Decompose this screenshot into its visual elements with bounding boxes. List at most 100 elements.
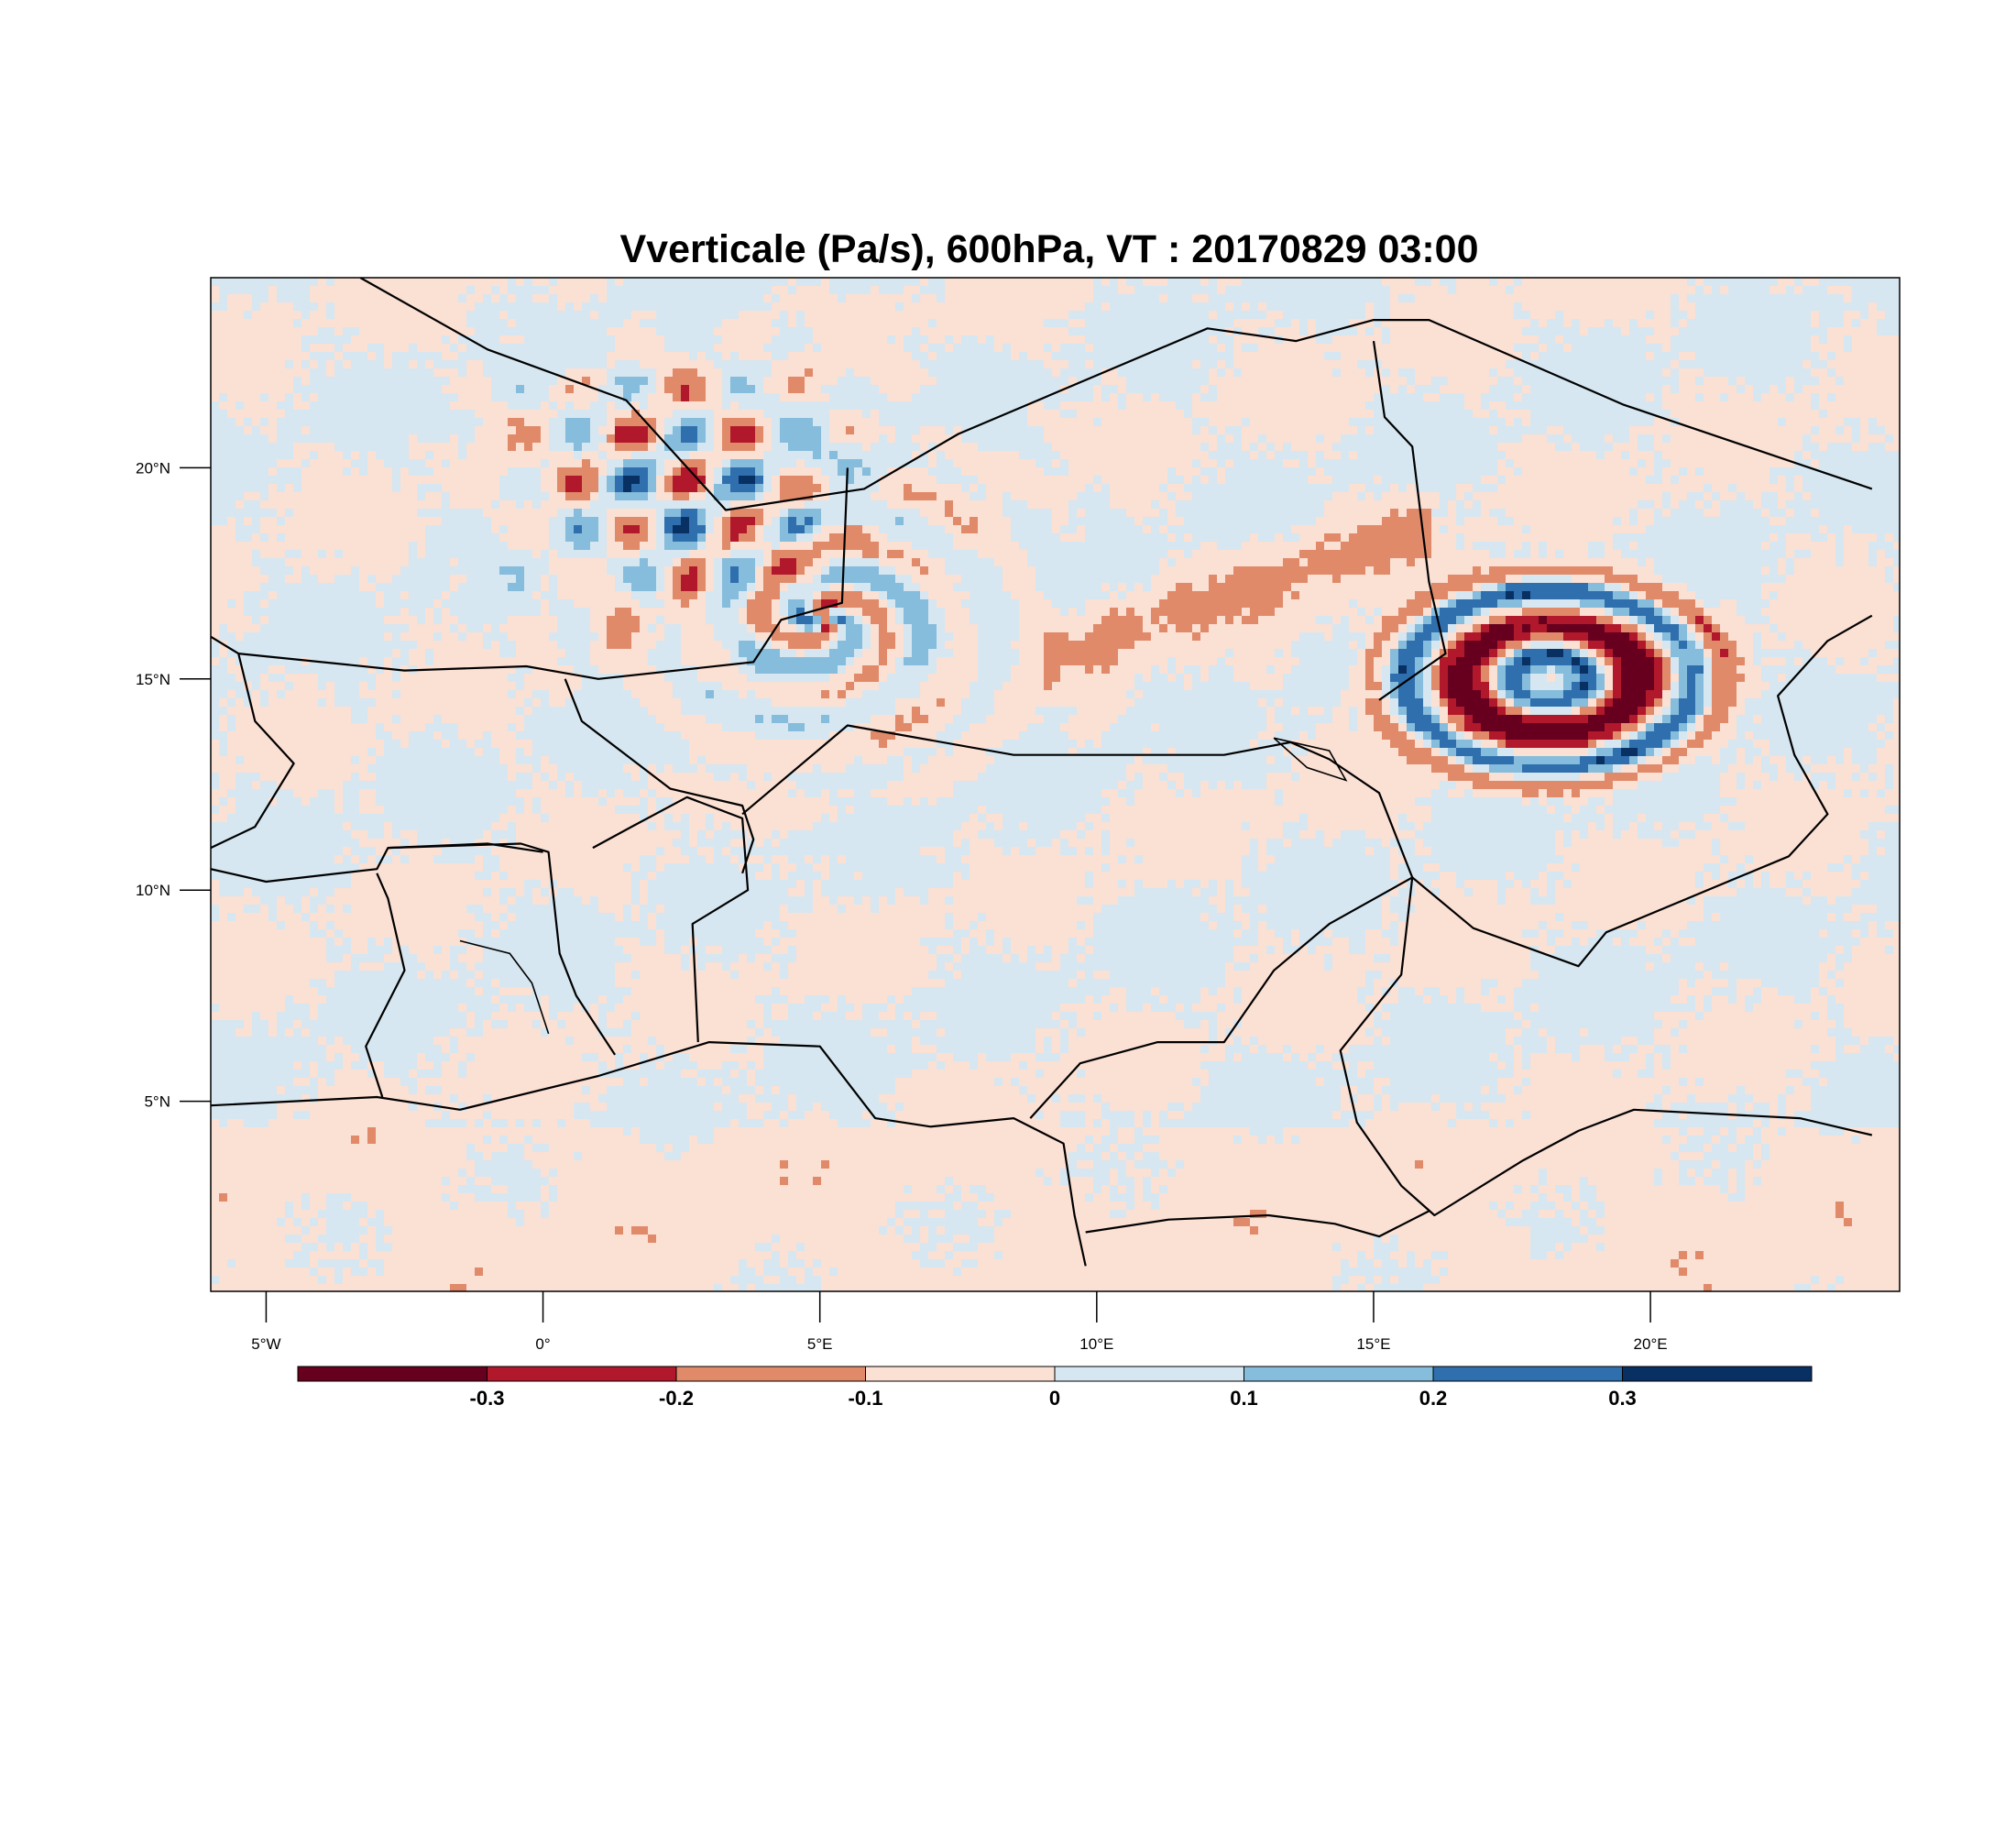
field-cell <box>1547 327 1556 336</box>
field-cell <box>780 302 789 312</box>
field-cell <box>1060 302 1069 312</box>
field-cell <box>532 410 542 419</box>
field-cell <box>574 451 583 460</box>
field-cell <box>1745 393 1754 402</box>
field-cell <box>1068 393 1078 402</box>
field-cell <box>970 401 979 411</box>
field-cell <box>1893 467 1902 477</box>
field-cell <box>392 410 401 419</box>
field-cell <box>1283 311 1292 320</box>
field-cell <box>409 418 418 427</box>
field-cell <box>895 319 904 328</box>
field-cell <box>1027 335 1036 345</box>
field-cell <box>1687 451 1696 460</box>
field-cell <box>1695 401 1704 411</box>
field-cell <box>1621 311 1630 320</box>
field-cell <box>994 368 1003 378</box>
field-cell <box>854 335 863 345</box>
field-cell <box>1621 377 1630 386</box>
field-cell <box>1233 459 1243 468</box>
field-cell <box>252 360 261 369</box>
field-cell <box>1052 401 1061 411</box>
field-cell <box>343 476 352 485</box>
field-cell <box>1085 327 1094 336</box>
field-cell <box>796 410 805 419</box>
field-cell <box>1308 426 1317 435</box>
field-cell <box>524 294 533 303</box>
field-cell <box>1242 302 1251 312</box>
field-cell <box>1407 335 1416 345</box>
field-cell <box>986 393 995 402</box>
field-cell <box>1126 443 1135 452</box>
field-cell <box>508 294 517 303</box>
field-cell <box>1860 302 1869 312</box>
field-cell <box>1860 434 1869 444</box>
field-cell <box>318 327 327 336</box>
field-cell <box>994 434 1003 444</box>
field-cell <box>277 451 286 460</box>
field-cell <box>1802 434 1812 444</box>
field-cell <box>1209 352 1218 361</box>
field-cell <box>598 401 608 411</box>
field-cell <box>1530 401 1539 411</box>
field-cell <box>739 302 748 312</box>
field-cell <box>1003 344 1012 353</box>
field-cell <box>417 426 426 435</box>
field-cell <box>1275 426 1284 435</box>
field-cell <box>1572 410 1581 419</box>
field-cell <box>1547 459 1556 468</box>
field-cell <box>268 311 278 320</box>
field-cell <box>1398 393 1408 402</box>
field-cell <box>937 467 946 477</box>
field-cell <box>1572 335 1581 345</box>
field-cell <box>1679 286 1688 295</box>
field-cell <box>1423 278 1432 287</box>
field-cell <box>631 368 641 378</box>
field-cell <box>1093 352 1102 361</box>
field-cell <box>640 294 649 303</box>
field-cell <box>730 377 740 386</box>
field-cell <box>656 286 665 295</box>
field-cell <box>268 418 278 427</box>
field-cell <box>1365 467 1375 477</box>
field-cell <box>838 360 847 369</box>
field-cell <box>1126 368 1135 378</box>
field-cell <box>763 360 772 369</box>
field-cell <box>994 426 1003 435</box>
field-cell <box>706 385 715 394</box>
field-cell <box>1753 286 1762 295</box>
field-cell <box>1184 286 1193 295</box>
field-cell <box>1506 467 1515 477</box>
field-cell <box>1885 443 1894 452</box>
field-cell <box>293 426 302 435</box>
field-cell <box>1101 335 1111 345</box>
field-cell <box>277 335 286 345</box>
field-cell <box>664 459 674 468</box>
field-cell <box>1291 360 1300 369</box>
field-cell <box>1522 278 1531 287</box>
field-cell <box>1572 467 1581 477</box>
field-cell <box>615 467 624 477</box>
field-cell <box>1349 344 1358 353</box>
field-cell <box>722 418 731 427</box>
field-cell <box>1077 451 1086 460</box>
field-cell <box>1431 377 1441 386</box>
field-cell <box>854 352 863 361</box>
field-cell <box>1530 451 1539 460</box>
field-cell <box>1885 451 1894 460</box>
field-cell <box>1167 401 1177 411</box>
field-cell <box>648 393 657 402</box>
field-cell <box>1638 467 1647 477</box>
field-cell <box>1184 377 1193 386</box>
field-cell <box>1588 451 1597 460</box>
field-cell <box>219 418 228 427</box>
field-cell <box>1580 352 1589 361</box>
field-cell <box>1596 319 1605 328</box>
field-cell <box>582 344 591 353</box>
field-cell <box>648 278 657 287</box>
field-cell <box>1192 451 1201 460</box>
field-cell <box>994 451 1003 460</box>
field-cell <box>1308 434 1317 444</box>
field-cell <box>1844 459 1853 468</box>
field-cell <box>1827 335 1836 345</box>
